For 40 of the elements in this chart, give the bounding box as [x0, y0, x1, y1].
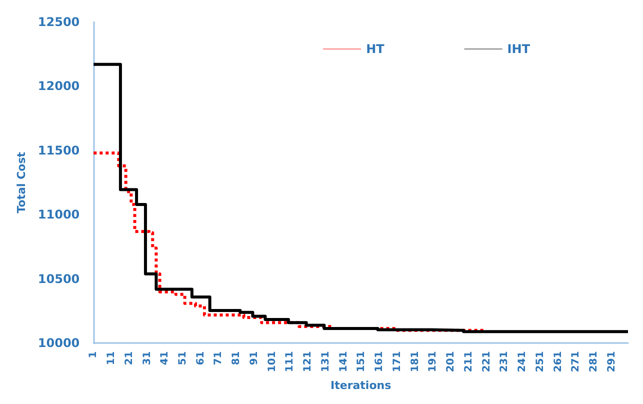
x-tick-label: 281	[588, 351, 600, 372]
x-tick-label: 121	[302, 351, 314, 372]
x-tick-label: 91	[248, 351, 260, 366]
x-tick-label: 21	[124, 351, 135, 366]
x-tick-label: 211	[463, 351, 474, 372]
x-tick-label: 181	[410, 351, 421, 372]
x-axis-title: Iterations	[330, 379, 392, 392]
x-tick-label: 11	[106, 351, 118, 366]
x-tick-label: 41	[160, 351, 171, 366]
x-tick-label: 241	[517, 351, 528, 372]
legend-label: IHT	[507, 42, 531, 56]
y-tick-label: 12000	[38, 79, 80, 94]
x-tick-label: 61	[195, 351, 206, 366]
y-tick-label: 11500	[38, 143, 80, 158]
x-tick-label: 191	[428, 351, 439, 372]
x-tick-label: 291	[606, 351, 618, 372]
x-tick-label: 251	[534, 351, 546, 372]
x-tick-label: 1	[88, 351, 100, 358]
y-axis-title: Total Cost	[15, 152, 28, 214]
x-tick-label: 81	[231, 351, 242, 366]
x-tick-label: 131	[320, 351, 332, 372]
x-tick-label: 51	[178, 351, 189, 366]
x-tick-label: 261	[552, 351, 564, 372]
x-tick-label: 151	[356, 351, 368, 372]
x-tick-label: 271	[570, 351, 582, 372]
x-tick-label: 71	[213, 351, 224, 366]
legend-label: HT	[366, 42, 386, 56]
x-tick-label: 171	[392, 351, 403, 372]
y-tick-label: 11000	[38, 208, 80, 222]
x-tick-label: 141	[338, 351, 350, 372]
y-tick-label: 12500	[38, 15, 80, 29]
x-tick-label: 231	[499, 351, 510, 372]
x-tick-label: 31	[142, 351, 153, 366]
x-tick-label: 111	[284, 351, 296, 372]
y-tick-label: 10000	[38, 336, 80, 350]
x-tick-label: 101	[266, 351, 278, 372]
y-tick-label: 10500	[38, 272, 80, 286]
x-tick-label: 161	[374, 351, 386, 372]
x-tick-label: 221	[481, 351, 492, 372]
x-tick-label: 201	[446, 351, 457, 372]
